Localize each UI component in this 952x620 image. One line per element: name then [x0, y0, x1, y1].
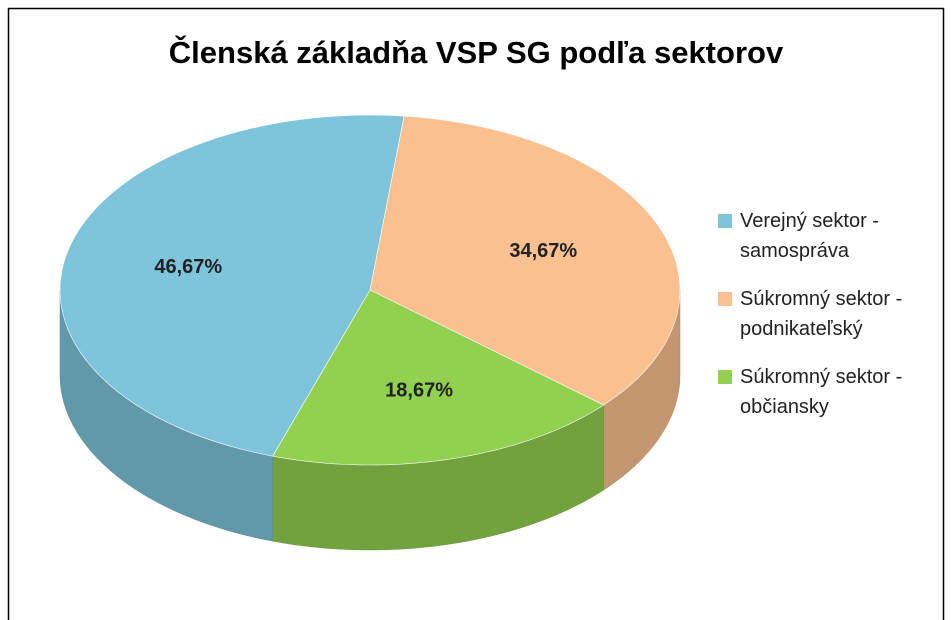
legend-label: Súkromný sektor - občiansky: [740, 366, 903, 418]
legend-swatch: [718, 292, 732, 306]
legend: Verejný sektor - samospráva Súkromný sekt…: [718, 206, 928, 440]
slice: [59, 114, 405, 457]
legend-label: Verejný sektor - samospráva: [740, 210, 879, 262]
data-label: 18,67%: [385, 380, 453, 402]
data-label: 46,67%: [154, 256, 222, 278]
legend-item: Verejný sektor - samospráva: [718, 206, 928, 266]
legend-item: Súkromný sektor - podnikateľský: [718, 284, 928, 344]
data-label: 34,67%: [509, 240, 577, 262]
legend-swatch: [718, 214, 732, 228]
legend-swatch: [718, 370, 732, 384]
slice: [272, 289, 605, 466]
legend-item: Súkromný sektor - občiansky: [718, 362, 928, 422]
legend-label: Súkromný sektor - podnikateľský: [740, 288, 903, 340]
chart-title: Členská základňa VSP SG podľa sektorov: [169, 34, 784, 70]
slice: [369, 115, 681, 406]
chart-frame: [7, 7, 945, 620]
